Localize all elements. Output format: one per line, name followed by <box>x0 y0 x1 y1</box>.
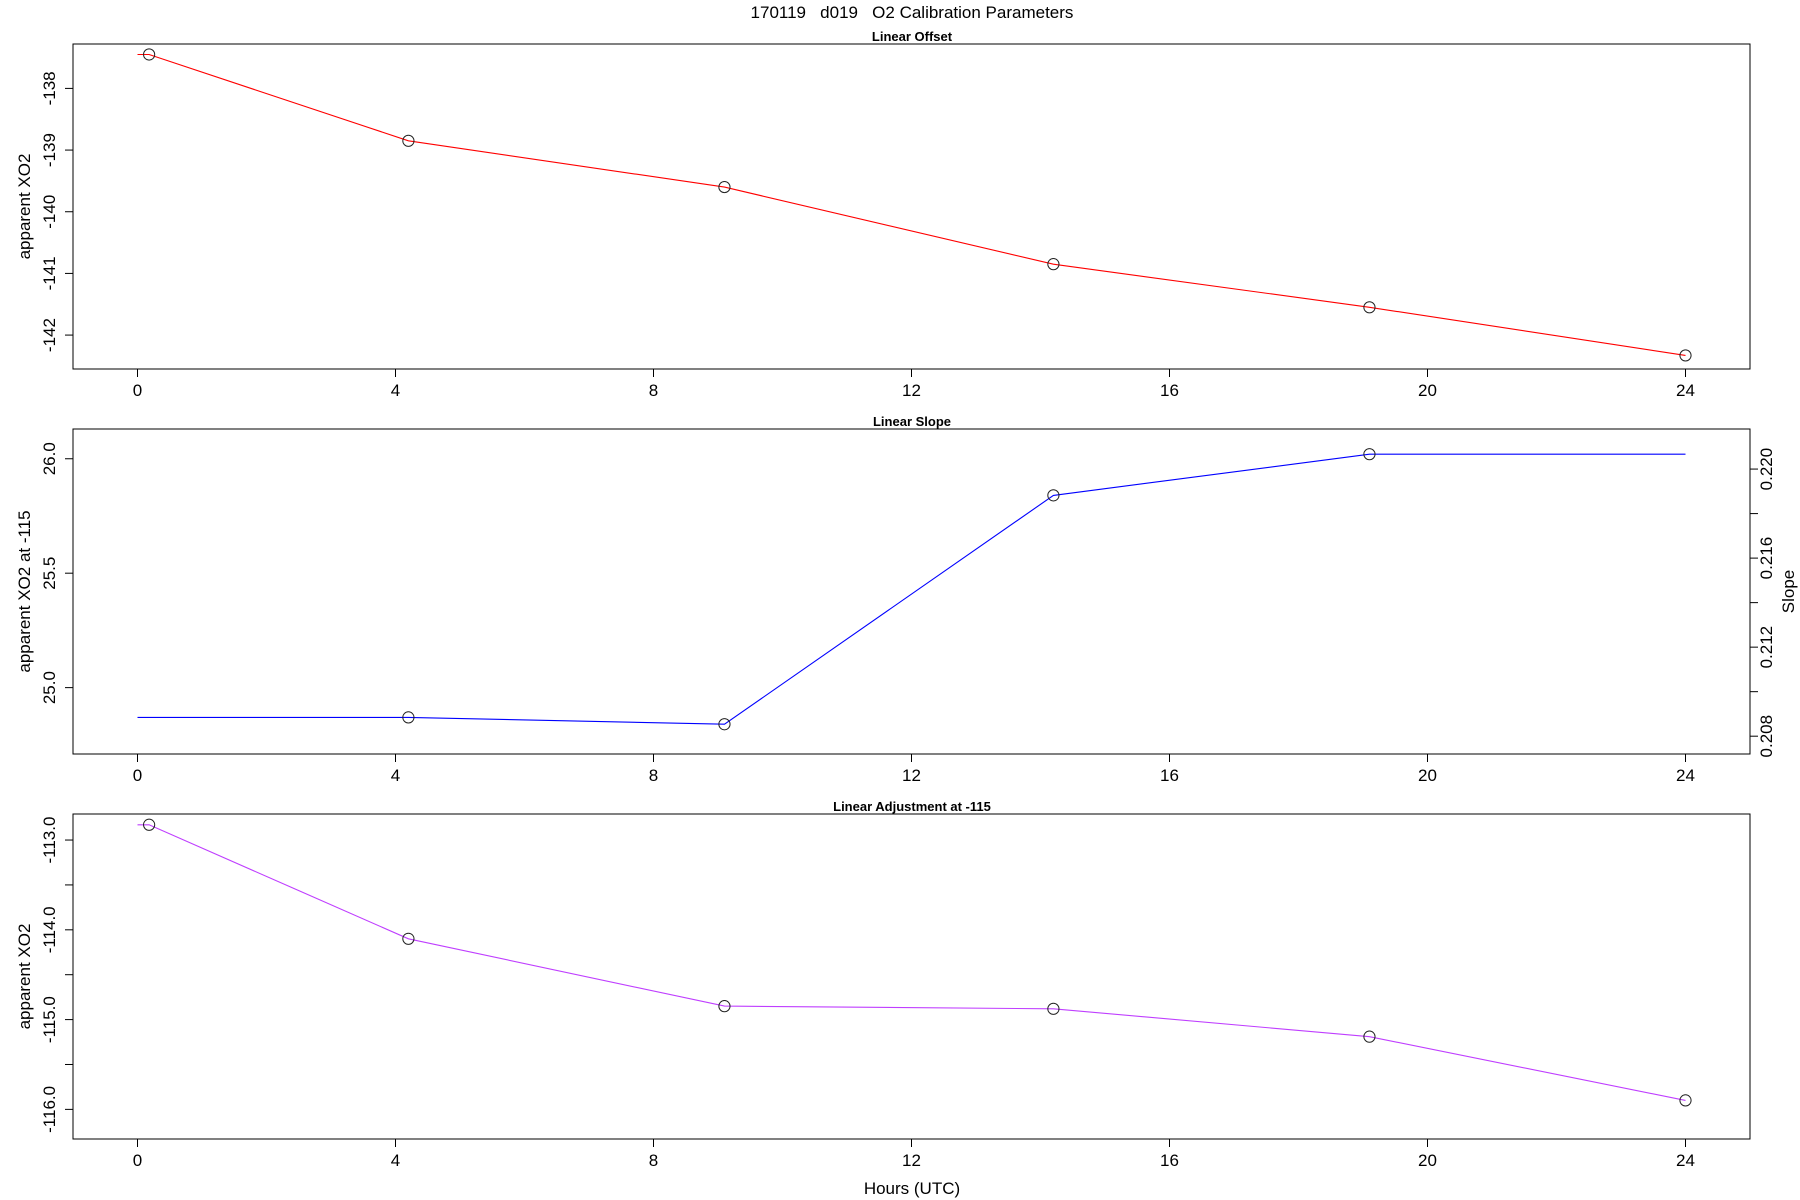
plot-frame <box>72 813 1751 1140</box>
data-point <box>718 1000 731 1013</box>
data-point <box>1047 489 1060 502</box>
y-tick-label: 25.0 <box>40 671 59 704</box>
series-line <box>137 53 1686 356</box>
data-point <box>718 180 731 194</box>
y-tick-label: -141 <box>40 256 59 290</box>
y2-tick-label: 0.212 <box>1757 626 1776 669</box>
y-tick-label: -140 <box>40 195 59 229</box>
x-tick-label: 12 <box>902 381 921 400</box>
x-tick-label: 24 <box>1676 1151 1695 1170</box>
x-tick-label: 4 <box>391 766 400 785</box>
x-tick-label: 0 <box>133 381 142 400</box>
plot-frame <box>72 43 1751 370</box>
panel-3: Linear Adjustment at -115 0 4 8 12 16 20 24 -113… <box>15 799 1751 1170</box>
panel-2: Linear Slope 0 4 8 12 16 20 24 25.0 25.5 26.0 appar… <box>15 414 1798 785</box>
y-tick-label: -114.0 <box>40 906 59 953</box>
x-tick-label: 0 <box>133 766 142 785</box>
x-tick-label: 12 <box>902 766 921 785</box>
data-point <box>1363 448 1376 461</box>
y2-axis-title: Slope <box>1779 570 1798 613</box>
data-point <box>1679 349 1692 362</box>
x-tick-label: 16 <box>1160 766 1179 785</box>
plot-frame <box>72 428 1751 755</box>
y-tick-label: 26.0 <box>40 442 59 475</box>
x-tick-label: 4 <box>391 381 400 400</box>
data-point <box>1047 258 1060 271</box>
y-tick-label: -142 <box>40 318 59 352</box>
data-point <box>1363 301 1376 314</box>
y2-tick-label: 0.208 <box>1757 715 1776 758</box>
data-point <box>402 932 415 945</box>
x-tick-label: 20 <box>1418 1151 1437 1170</box>
series-line <box>137 824 1686 1101</box>
data-point <box>143 818 156 831</box>
x-tick-label: 12 <box>902 1151 921 1170</box>
y-axis-title: apparent XO2 <box>15 924 34 1030</box>
y-axis-title: apparent XO2 at -115 <box>15 510 34 672</box>
y2-tick-label: 0.216 <box>1757 537 1776 580</box>
x-tick-label: 24 <box>1676 381 1695 400</box>
x-tick-label: 8 <box>649 381 658 400</box>
x-tick-label: 16 <box>1160 1151 1179 1170</box>
data-point <box>1363 1030 1376 1043</box>
x-tick-label: 16 <box>1160 381 1179 400</box>
y-tick-label: -116.0 <box>40 1086 59 1133</box>
chart-panels: Linear Offset 0 4 8 12 16 20 24 -138 -139 -140 -141… <box>15 29 1798 1170</box>
y-tick-label: -115.0 <box>40 996 59 1043</box>
data-point <box>402 711 415 724</box>
x-tick-label: 20 <box>1418 381 1437 400</box>
x-tick-label: 0 <box>133 1151 142 1170</box>
data-point <box>143 48 156 61</box>
x-tick-label: 4 <box>391 1151 400 1170</box>
panel-title: Linear Slope <box>873 414 951 429</box>
x-axis-title: Hours (UTC) <box>864 1179 960 1198</box>
y-tick-label: -138 <box>40 71 59 105</box>
x-tick-label: 20 <box>1418 766 1437 785</box>
data-point <box>1047 1002 1060 1015</box>
y-tick-label: -113.0 <box>40 817 59 864</box>
x-tick-label: 24 <box>1676 766 1695 785</box>
y-axis-title: apparent XO2 <box>15 154 34 260</box>
series-line <box>137 453 1686 725</box>
panel-title: Linear Offset <box>872 29 953 44</box>
panel-title: Linear Adjustment at -115 <box>833 799 991 814</box>
x-tick-label: 8 <box>649 1151 658 1170</box>
panel-1: Linear Offset 0 4 8 12 16 20 24 -138 -139 -140 -141… <box>15 29 1751 400</box>
data-point <box>402 134 415 147</box>
y-tick-label: -139 <box>40 133 59 167</box>
y-tick-label: 25.5 <box>40 557 59 590</box>
figure-title: 170119 d019 O2 Calibration Parameters <box>751 3 1074 22</box>
data-point <box>1679 1094 1692 1107</box>
y2-tick-label: 0.220 <box>1757 448 1776 491</box>
data-point <box>718 718 731 731</box>
x-tick-label: 8 <box>649 766 658 785</box>
